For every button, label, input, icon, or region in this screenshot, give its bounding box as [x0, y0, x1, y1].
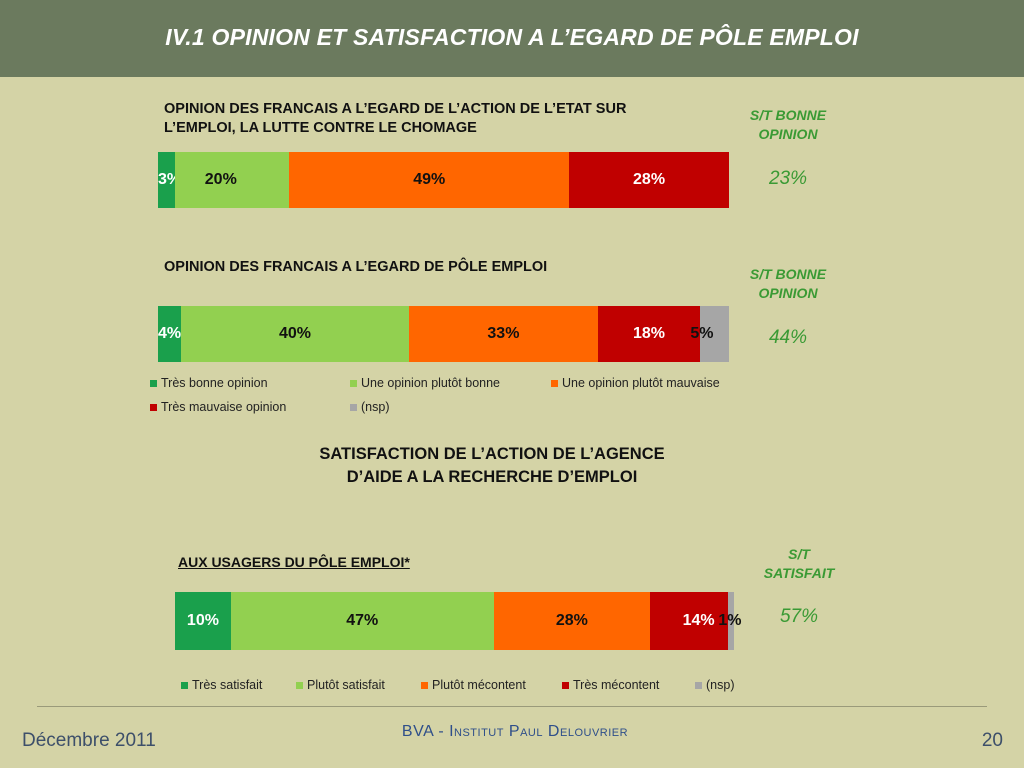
satisfaction-title: SATISFACTION DE L’ACTION DE L’AGENCE D’A… [232, 443, 752, 489]
legend1-label: Une opinion plutôt bonne [361, 376, 501, 390]
chart1-title-line2: L’EMPLOI, LA LUTTE CONTRE LE CHOMAGE [164, 120, 477, 136]
satisfaction-title-line2: D’AIDE A LA RECHERCHE D’EMPLOI [346, 468, 638, 486]
legend2-swatch [421, 681, 428, 689]
seg-very-bad: 18% [597, 306, 701, 362]
seg-very-bad: 14% [650, 592, 729, 650]
legend2-label: (nsp) [706, 678, 735, 692]
seg-rather-good: 47% [230, 592, 494, 650]
legend1-item-nsp: (nsp) [350, 400, 389, 414]
legend1-swatch [150, 379, 157, 387]
legend2-swatch [181, 681, 188, 689]
chart1-stacked-bar: 3% 20% 49% 28% [158, 152, 729, 208]
segment-data-label: 14% [682, 612, 715, 629]
seg-rather-bad: 33% [409, 306, 598, 362]
seg-rather-bad: 28% [493, 592, 651, 650]
chart1-st-block: S/T BONNE OPINION [720, 106, 856, 144]
legend2-swatch [562, 681, 569, 689]
chart2-stacked-bar: 4% 40% 33% 18% 5% [158, 306, 729, 362]
segment-data-label: 4% [158, 325, 182, 342]
legend1-swatch [150, 403, 157, 411]
legend2-label: Très satisfait [192, 678, 263, 692]
legend1-item-very-bad: Très mauvaise opinion [150, 400, 286, 414]
seg-rather-good: 40% [180, 306, 410, 362]
legend1-item-very-good: Très bonne opinion [150, 376, 268, 390]
chart1-st-head-line2: OPINION [758, 126, 818, 142]
legend2-item-very-unhappy: Très mécontent [562, 678, 659, 692]
footer-divider [37, 706, 987, 707]
legend1-label: Une opinion plutôt mauvaise [562, 376, 720, 390]
slide-title: IV.1 OPINION ET SATISFACTION A L’EGARD D… [165, 24, 859, 50]
seg-rather-good: 20% [175, 152, 290, 208]
seg-very-good: 4% [158, 306, 181, 362]
segment-data-label: 1% [718, 612, 742, 629]
legend1-swatch [350, 403, 357, 411]
segment-data-label: 33% [487, 325, 520, 342]
legend1-label: Très bonne opinion [161, 376, 268, 390]
chart2-st-block: S/T BONNE OPINION [720, 265, 856, 303]
legend2-swatch [695, 681, 702, 689]
legend1-label: (nsp) [361, 400, 390, 414]
seg-very-good: 10% [175, 592, 231, 650]
segment-data-label: 10% [186, 612, 219, 629]
segment-data-label: 47% [346, 612, 379, 629]
chart2-st-head-line2: OPINION [758, 285, 818, 301]
chart1-title-line1: OPINION DES FRANCAIS A L’EGARD DE L’ACTI… [164, 101, 627, 117]
legend1-swatch [551, 379, 558, 387]
chart3-st-block: S/T SATISFAIT [736, 545, 862, 583]
chart2-st-value: 44% [768, 327, 808, 348]
legend1-item-rather-bad: Une opinion plutôt mauvaise [551, 376, 720, 390]
chart3-st-head-line2: SATISFAIT [763, 565, 835, 581]
segment-data-label: 20% [204, 171, 237, 188]
seg-nsp: 1% [718, 592, 742, 650]
chart2-title: OPINION DES FRANCAIS A L’EGARD DE PÔLE E… [164, 259, 548, 275]
page-number: 20 [981, 730, 1003, 751]
legend2-swatch [296, 681, 303, 689]
legend2-item-rather-unhappy: Plutôt mécontent [421, 678, 526, 692]
legend1-swatch [350, 379, 357, 387]
segment-data-label: 40% [279, 325, 312, 342]
seg-very-bad: 28% [569, 152, 729, 208]
legend2-label: Très mécontent [573, 678, 660, 692]
seg-very-good: 3% [158, 152, 181, 208]
chart1-st-head-line1: S/T BONNE [749, 107, 827, 123]
legend2-label: Plutôt mécontent [432, 678, 526, 692]
chart3-subtitle: AUX USAGERS DU PÔLE EMPLOI* [178, 554, 410, 570]
chart3-st-value: 57% [779, 606, 819, 627]
segment-data-label: 5% [690, 325, 714, 342]
chart1-title: OPINION DES FRANCAIS A L’EGARD DE L’ACTI… [164, 100, 626, 138]
satisfaction-title-line1: SATISFACTION DE L’ACTION DE L’AGENCE [319, 445, 665, 463]
legend1-item-rather-good: Une opinion plutôt bonne [350, 376, 500, 390]
seg-rather-bad: 49% [289, 152, 570, 208]
legend2-item-very-satisfied: Très satisfait [181, 678, 262, 692]
slide-header: IV.1 OPINION ET SATISFACTION A L’EGARD D… [0, 0, 1024, 77]
legend2-label: Plutôt satisfait [307, 678, 385, 692]
chart3-st-head-line1: S/T [788, 546, 810, 562]
segment-data-label: 28% [555, 612, 588, 629]
seg-nsp: 5% [690, 306, 729, 362]
legend2-item-nsp: (nsp) [695, 678, 734, 692]
segment-data-label: 28% [633, 171, 666, 188]
chart3-stacked-bar: 10% 47% 28% 14% 1% [175, 592, 742, 650]
legend1-label: Très mauvaise opinion [161, 400, 287, 414]
segment-data-label: 18% [633, 325, 666, 342]
footer-date: Décembre 2011 [22, 730, 156, 751]
chart2-st-head-line1: S/T BONNE [749, 266, 827, 282]
segment-data-label: 49% [413, 171, 446, 188]
chart1-st-value: 23% [768, 168, 808, 189]
legend2-item-rather-satisfied: Plutôt satisfait [296, 678, 385, 692]
footer-source: BVA - Institut Paul Delouvrier [401, 723, 629, 740]
